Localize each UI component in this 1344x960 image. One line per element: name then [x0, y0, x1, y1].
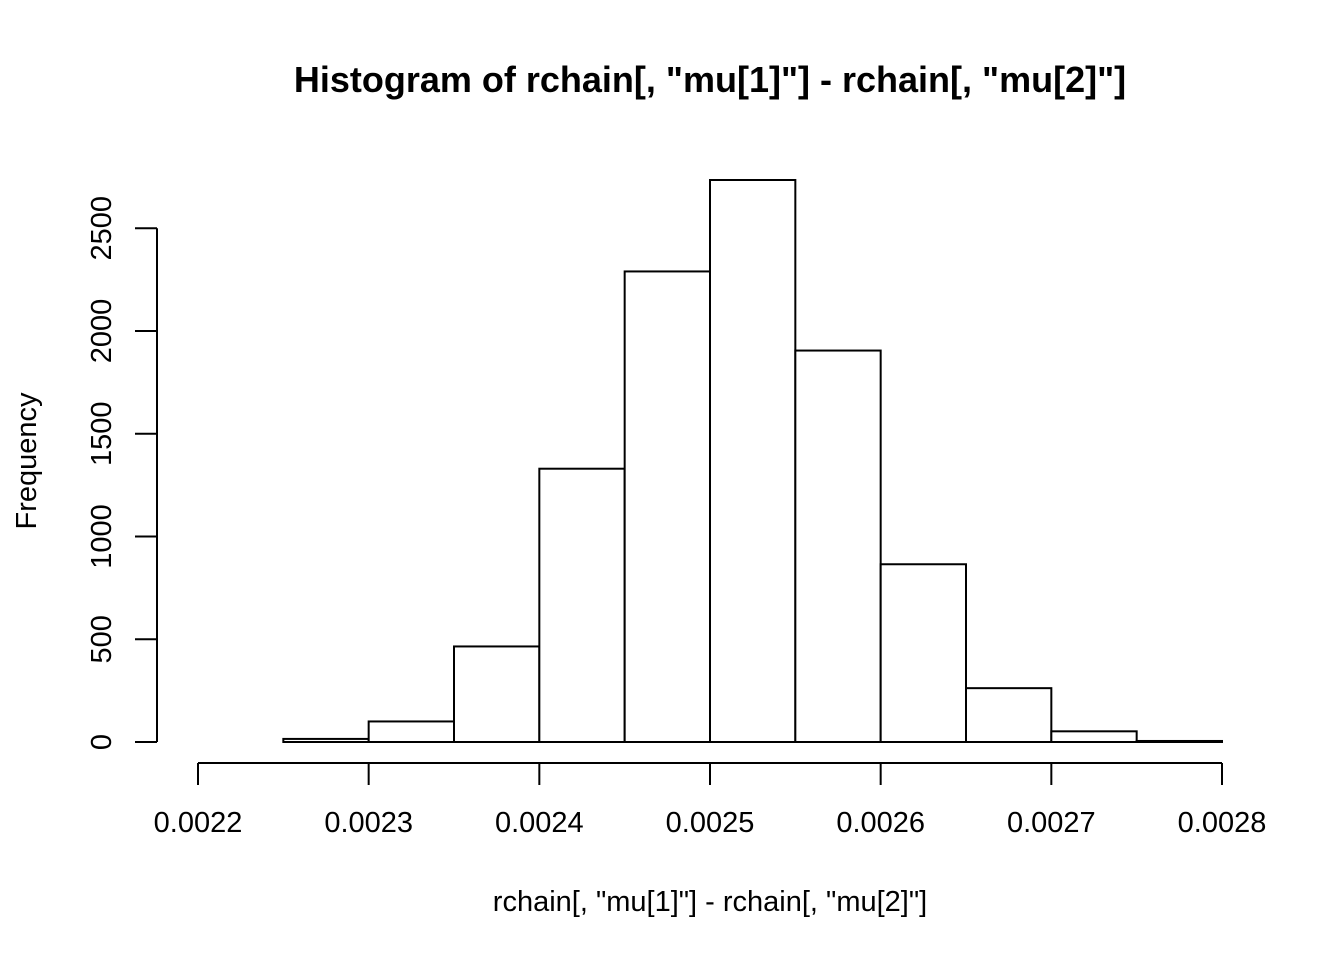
x-tick-label-6: 0.0028: [1178, 807, 1267, 839]
y-tick-label-5: 2500: [86, 196, 118, 261]
x-tick-label-3: 0.0025: [666, 807, 755, 839]
histogram-bar-8: [879, 563, 968, 743]
y-tick-label-3: 1500: [86, 402, 118, 467]
histogram-bar-9: [965, 687, 1053, 744]
histogram-bar-4: [538, 467, 626, 743]
x-axis: 0.0022 0.0023 0.0024 0.0025 0.0026 0.0027 0.00…: [154, 762, 1267, 839]
histogram-bar-7: [794, 349, 882, 743]
x-tick-label-0: 0.0022: [154, 807, 243, 839]
histogram-bars: [282, 179, 1223, 744]
histogram-bar-11: [1135, 739, 1223, 744]
x-tick-label-5: 0.0027: [1007, 807, 1096, 839]
y-tick-label-1: 500: [86, 615, 118, 663]
histogram-bar-3: [453, 645, 541, 743]
x-tick-label-4: 0.0026: [836, 807, 925, 839]
chart-title: Histogram of rchain[, "mu[1]"] - rchain[…: [294, 59, 1126, 100]
histogram-bar-5: [623, 270, 712, 743]
y-tick-label-4: 2000: [86, 299, 118, 364]
histogram-bar-10: [1050, 730, 1138, 744]
y-tick-label-0: 0: [86, 734, 118, 750]
y-axis: 0 500 1000 1500 2000 2500: [86, 196, 158, 750]
histogram-bar-1: [282, 737, 370, 743]
histogram-bar-2: [367, 720, 455, 743]
x-tick-label-1: 0.0023: [324, 807, 413, 839]
y-axis-label: Frequency: [11, 392, 43, 530]
histogram-bar-6: [709, 179, 797, 743]
y-tick-label-2: 1000: [86, 504, 118, 569]
x-tick-label-2: 0.0024: [495, 807, 584, 839]
x-axis-label: rchain[, "mu[1]"] - rchain[, "mu[2]"]: [493, 886, 927, 918]
